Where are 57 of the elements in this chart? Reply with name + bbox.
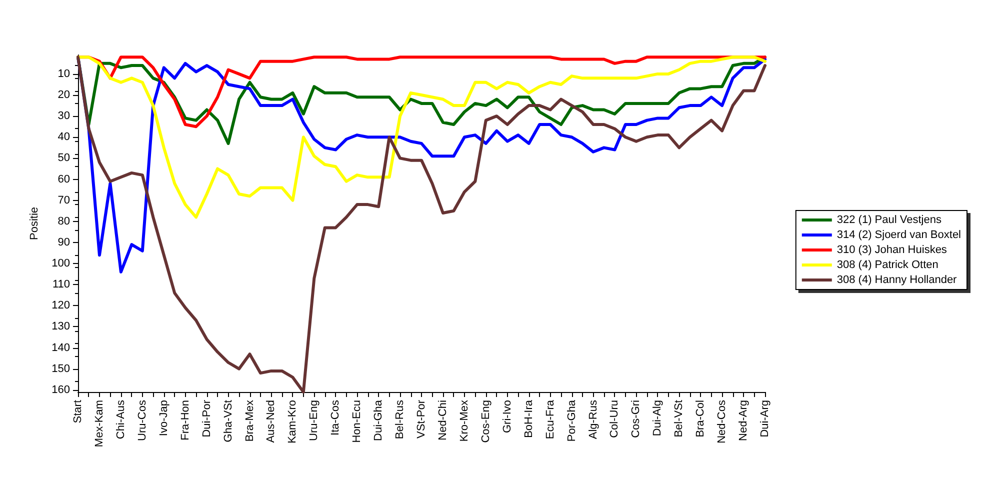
legend-label: 314 (2) Sjoerd van Boxtel bbox=[836, 229, 962, 241]
x-tick-label: Aus-Ned bbox=[265, 400, 278, 443]
y-tick-label: 110 bbox=[52, 278, 70, 291]
x-tick-label: Ecu-Fra bbox=[544, 399, 556, 440]
x-tick-label: Ned-Arg bbox=[738, 400, 750, 441]
x-tick-label: Ned-Cos bbox=[716, 400, 728, 444]
y-tick-label: 120 bbox=[52, 300, 70, 312]
x-tick-label: Dui-Alg bbox=[652, 400, 664, 436]
y-tick-label: 90 bbox=[58, 236, 70, 248]
x-tick-label: Bel-VSt bbox=[673, 400, 686, 438]
y-axis-title: Positie bbox=[28, 206, 40, 240]
x-tick-label: Kam-Kro bbox=[286, 400, 299, 444]
y-tick-label: 20 bbox=[58, 89, 70, 102]
x-tick-label: Chi-Aus bbox=[114, 400, 127, 440]
y-tick-label: 60 bbox=[58, 173, 70, 186]
line-series bbox=[76, 56, 766, 394]
x-tick-label: Gha-VSt bbox=[222, 400, 234, 442]
x-tick-label: Mex-Kam bbox=[93, 400, 106, 448]
y-tick-label: 140 bbox=[52, 342, 70, 354]
y-tick-label: 10 bbox=[58, 68, 70, 80]
x-tick-label: Alg-Rus bbox=[587, 400, 600, 440]
legend-label: 308 (4) Hanny Hollander bbox=[836, 274, 958, 286]
legend-label: 308 (4) Patrick Otten bbox=[836, 259, 938, 271]
legend-label: 310 (3) Johan Huiskes bbox=[836, 244, 948, 256]
x-tick-label: Dui-Arg bbox=[759, 400, 771, 438]
y-tick-label: 80 bbox=[58, 215, 70, 228]
x-tick-label: Hon-Ecu bbox=[351, 400, 364, 443]
x-tick-label: Gri-Ivo bbox=[501, 400, 514, 433]
x-tick-label: Bra-Col bbox=[694, 400, 707, 438]
x-tick-label: Bel-Rus bbox=[394, 400, 406, 440]
x-tick-label: Ned-Chi bbox=[436, 400, 449, 440]
y-tick-label: 50 bbox=[58, 152, 70, 164]
x-tick-label: Ivo-Jap bbox=[158, 400, 170, 436]
x-tick-label: Uru-Eng bbox=[308, 400, 320, 441]
x-tick-label: Ita-Cos bbox=[330, 400, 342, 436]
x-tick-label: Col-Uru bbox=[608, 400, 621, 438]
x-tick-label: Cos-Eng bbox=[480, 400, 492, 443]
x-tick-label: VSt-Por bbox=[416, 400, 428, 439]
line-series bbox=[76, 56, 766, 219]
y-tick-label: 130 bbox=[52, 320, 70, 333]
x-tick-label: Fra-Hon bbox=[179, 400, 192, 440]
x-tick-label: Por-Gha bbox=[566, 399, 578, 442]
x-tick-label: Dui-Gha bbox=[372, 399, 385, 441]
y-tick-label: 70 bbox=[58, 194, 70, 206]
x-tick-label: Dui-Por bbox=[200, 400, 213, 438]
y-tick-label: 150 bbox=[52, 362, 70, 375]
x-tick-label: Kro-Mex bbox=[458, 400, 470, 442]
y-tick-label: 160 bbox=[52, 384, 70, 396]
y-tick-label: 30 bbox=[58, 110, 70, 122]
x-tick-label: Cos-Gri bbox=[630, 400, 642, 438]
x-tick-label: Start bbox=[72, 400, 84, 424]
legend-label: 322 (1) Paul Vestjens bbox=[836, 214, 942, 226]
x-tick-label: Uru-Cos bbox=[136, 400, 148, 441]
y-tick-label: 100 bbox=[52, 258, 70, 270]
y-tick-label: 40 bbox=[58, 131, 70, 144]
x-tick-label: BoH-Ira bbox=[522, 399, 535, 438]
x-tick-label: Bra-Mex bbox=[244, 400, 256, 442]
